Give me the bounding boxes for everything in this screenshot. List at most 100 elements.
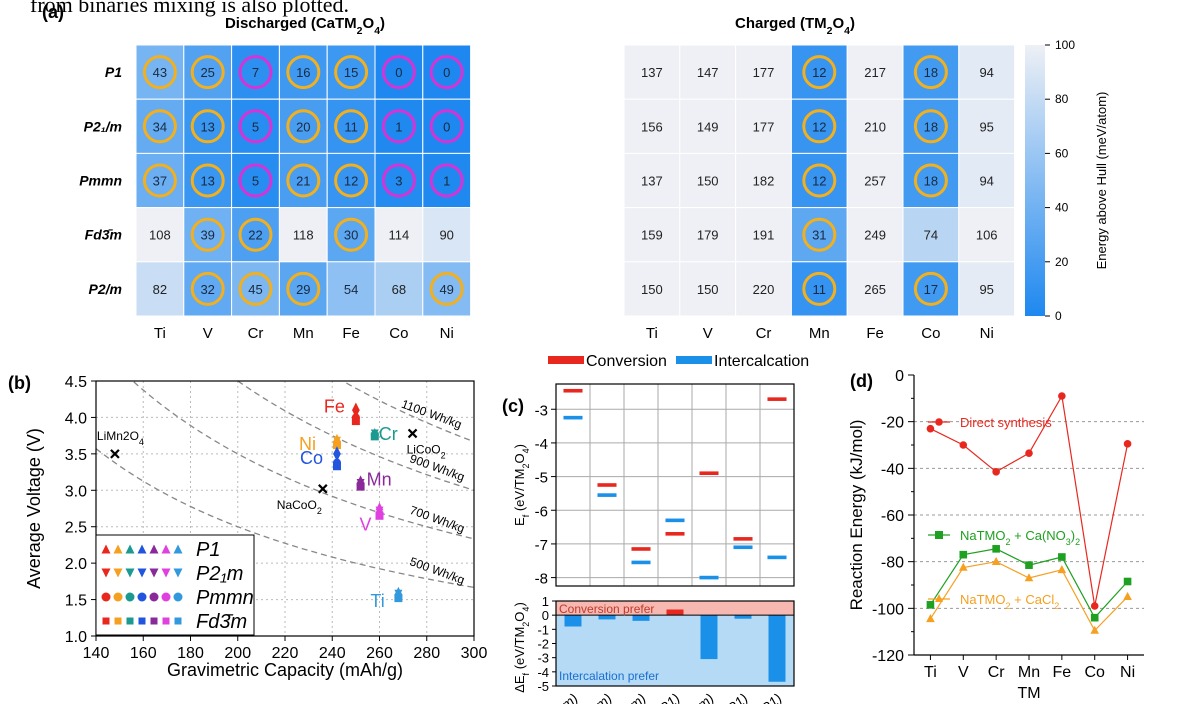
legend-marker — [113, 592, 123, 602]
y-tick-label: 0 — [895, 368, 904, 385]
legend-marker — [125, 568, 135, 578]
chart-title-discharged: Discharged (CaTM2O4) — [225, 15, 385, 37]
data-point — [1123, 577, 1132, 586]
legend-marker — [114, 617, 122, 625]
y-tick-label: -40 — [881, 461, 904, 478]
stability-ring — [429, 109, 464, 144]
delta-bar — [666, 609, 684, 616]
stability-ring — [286, 55, 321, 90]
intercalation-mark — [597, 493, 617, 497]
heatmap-col-label: Ti — [154, 325, 166, 342]
heatmap-value: 150 — [697, 174, 719, 189]
energy-density-line — [133, 381, 475, 540]
stability-ring — [334, 217, 369, 252]
colorbar-label: Energy above Hull (meV/atom) — [1094, 92, 1109, 270]
heatmap-col-label: V — [203, 325, 213, 342]
heatmap-value: 17 — [924, 282, 938, 297]
heatmap-value: 5 — [252, 174, 259, 189]
reference-label-sub: 2 — [317, 506, 322, 516]
heatmap-col-label: Ni — [980, 325, 994, 342]
heatmap-value: 31 — [812, 228, 826, 243]
heatmap-cell — [735, 152, 792, 209]
x-tick-label: (P1) — [652, 690, 683, 704]
data-point — [356, 482, 365, 491]
data-point — [1024, 573, 1034, 582]
energy-density-line — [237, 380, 475, 491]
title-part: O — [363, 15, 375, 32]
legend-marker — [173, 544, 183, 554]
legend-swatch — [548, 356, 584, 364]
legend-label-part: NaTMO — [960, 528, 1006, 543]
legend-label: Intercalcation — [714, 353, 809, 370]
legend-marker — [137, 544, 147, 554]
heatmap-value: 21 — [296, 174, 310, 189]
heatmap-cell — [902, 261, 960, 317]
stability-ring — [238, 109, 273, 144]
heatmap-value: 16 — [296, 65, 310, 80]
y-tick-label: 2.5 — [65, 520, 87, 537]
legend-marker — [126, 617, 134, 625]
heatmap: 137 147 177 12 217 18 94 156 149 177 12 210 18 95 137 1… — [623, 44, 1016, 342]
legend-label-part: 3 — [1066, 537, 1071, 547]
legend-label-part: 2 — [1054, 601, 1059, 611]
reference-label-main: LiMn2O — [97, 429, 139, 443]
heatmap-cell — [846, 261, 904, 317]
panel-label-d: (d) — [850, 371, 873, 391]
y-tick-label: 1.5 — [65, 593, 87, 610]
heatmap-value: 220 — [753, 282, 775, 297]
heatmap-col-label: Mn — [809, 325, 830, 342]
heatmap-value: 29 — [296, 282, 310, 297]
heatmap-cell — [790, 98, 848, 154]
scatter-plot: 140 160 180 200 220 240 260 280 300 1.0 1.5 2.0 2.5 3… — [24, 374, 487, 680]
heatmap-value: 12 — [344, 174, 358, 189]
conversion-mark — [699, 471, 719, 476]
x-tick-label: 280 — [413, 645, 440, 662]
heatmap-cell — [374, 207, 424, 263]
x-tick-label: V — [958, 664, 969, 681]
heatmap-value: 3 — [395, 174, 402, 189]
heatmap-value: 149 — [697, 119, 719, 134]
label-part: E — [512, 517, 527, 526]
heatmap-value: 182 — [753, 174, 775, 189]
element-label: Ti — [370, 591, 384, 611]
heatmap-col-label: Ni — [440, 325, 454, 342]
heatmap-cell — [902, 207, 960, 263]
legend-marker — [935, 594, 943, 602]
stability-ring — [190, 163, 225, 198]
legend-marker — [101, 592, 111, 602]
energy-density-label: 500 Wh/kg — [408, 554, 467, 587]
title-part: Discharged (CaTM — [225, 15, 357, 32]
heatmap-value: 45 — [248, 282, 262, 297]
title-part: ) — [850, 15, 855, 32]
heatmap-value: 32 — [200, 282, 214, 297]
heatmap-row-label: Fd3̄m — [85, 227, 122, 243]
reference-label: LiCoO2 — [407, 442, 446, 460]
conversion-mark — [597, 483, 617, 487]
heatmap-value: 0 — [395, 65, 402, 80]
stability-ring — [802, 55, 837, 90]
data-point — [1090, 625, 1100, 634]
y-tick-label: 1 — [542, 594, 549, 609]
data-point — [1025, 449, 1033, 457]
delta-bar — [598, 615, 616, 620]
x-axis-label: Gravimetric Capacity (mAh/g) — [167, 660, 403, 680]
legend-marker — [173, 568, 183, 578]
label-part: f — [521, 672, 531, 675]
delta-bar — [632, 615, 650, 621]
label-part: 2 — [521, 464, 531, 469]
legend-label: Fd3̄m — [196, 611, 247, 633]
legend-label: NaTMO2 + CaCl2 — [960, 592, 1059, 611]
legend-marker — [174, 617, 182, 625]
data-point — [992, 545, 1000, 553]
annotation-intercalation-prefer: Intercalation prefer — [559, 669, 659, 683]
heatmap-value: 137 — [641, 65, 663, 80]
heatmap-row-label: Pmmn — [79, 173, 122, 189]
y-axis-label: Average Voltage (V) — [24, 428, 44, 589]
stability-ring — [802, 217, 837, 252]
intercalation-mark — [733, 545, 753, 550]
legend-marker — [935, 531, 943, 539]
intercalation-mark — [631, 560, 651, 565]
heatmap-cell — [735, 261, 792, 317]
heatmap-cell — [679, 44, 737, 100]
